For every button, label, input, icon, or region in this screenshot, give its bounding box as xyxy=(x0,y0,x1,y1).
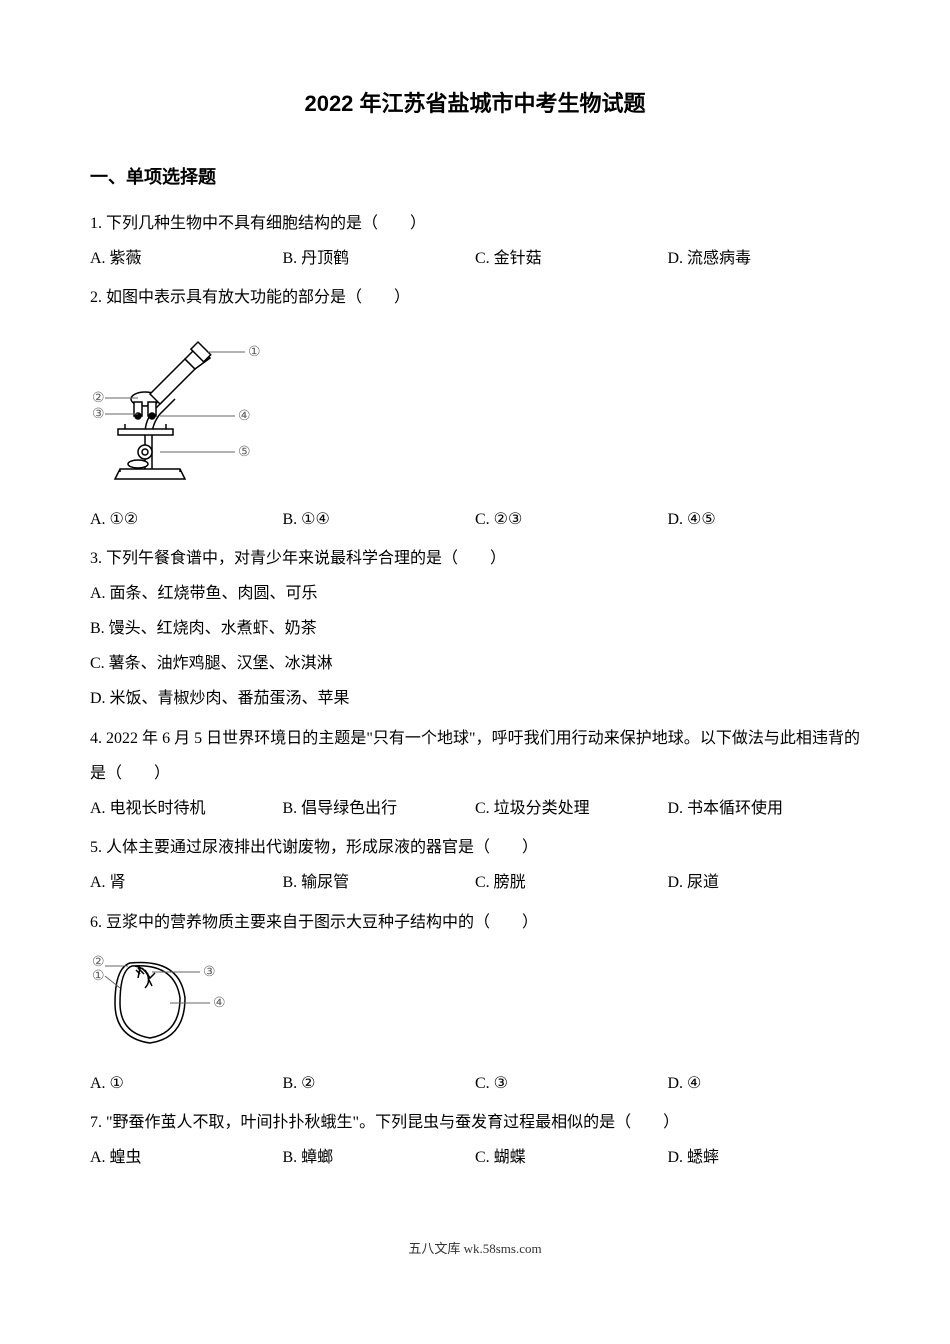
q3-option-b: B. 馒头、红烧肉、水煮虾、奶茶 xyxy=(90,611,860,646)
page-title: 2022 年江苏省盐城市中考生物试题 xyxy=(90,80,860,128)
q5-option-a: A. 肾 xyxy=(90,865,283,900)
q5-option-b: B. 输尿管 xyxy=(283,865,476,900)
q4-option-b: B. 倡导绿色出行 xyxy=(283,791,476,826)
seed-label-1: ① xyxy=(92,969,105,984)
question-7-options: A. 蝗虫 B. 蟑螂 C. 蝴蝶 D. 蟋蟀 xyxy=(90,1140,860,1175)
q1-option-d: D. 流感病毒 xyxy=(668,241,861,276)
label-3: ③ xyxy=(92,407,105,422)
question-3-text: 3. 下列午餐食谱中，对青少年来说最科学合理的是（ ） xyxy=(90,541,860,576)
question-3-options: A. 面条、红烧带鱼、肉圆、可乐 B. 馒头、红烧肉、水煮虾、奶茶 C. 薯条、… xyxy=(90,576,860,717)
question-6-text: 6. 豆浆中的营养物质主要来自于图示大豆种子结构中的（ ） xyxy=(90,905,860,940)
q3-option-a: A. 面条、红烧带鱼、肉圆、可乐 xyxy=(90,576,860,611)
q2-option-b: B. ①④ xyxy=(283,502,476,537)
q2-option-a: A. ①② xyxy=(90,502,283,537)
seed-figure: ① ② ③ ④ xyxy=(90,948,860,1058)
q6-option-c: C. ③ xyxy=(475,1066,668,1101)
question-2-text: 2. 如图中表示具有放大功能的部分是（ ） xyxy=(90,280,860,315)
section-header: 一、单项选择题 xyxy=(90,158,860,198)
question-4-text: 4. 2022 年 6 月 5 日世界环境日的主题是"只有一个地球"，呼吁我们用… xyxy=(90,721,860,791)
q1-option-b: B. 丹顶鹤 xyxy=(283,241,476,276)
question-1-options: A. 紫薇 B. 丹顶鹤 C. 金针菇 D. 流感病毒 xyxy=(90,241,860,276)
q4-option-d: D. 书本循环使用 xyxy=(668,791,861,826)
q5-option-d: D. 尿道 xyxy=(668,865,861,900)
question-6: 6. 豆浆中的营养物质主要来自于图示大豆种子结构中的（ ） xyxy=(90,905,860,1101)
q2-option-c: C. ②③ xyxy=(475,502,668,537)
question-6-options: A. ① B. ② C. ③ D. ④ xyxy=(90,1066,860,1101)
question-2: 2. 如图中表示具有放大功能的部分是（ ） xyxy=(90,280,860,536)
q7-option-d: D. 蟋蟀 xyxy=(668,1140,861,1175)
q4-option-c: C. 垃圾分类处理 xyxy=(475,791,668,826)
q4-option-a: A. 电视长时待机 xyxy=(90,791,283,826)
page-footer: 五八文库 wk.58sms.com xyxy=(90,1235,860,1264)
label-2: ② xyxy=(92,391,105,406)
question-2-options: A. ①② B. ①④ C. ②③ D. ④⑤ xyxy=(90,502,860,537)
q3-option-c: C. 薯条、油炸鸡腿、汉堡、冰淇淋 xyxy=(90,646,860,681)
q3-option-d: D. 米饭、青椒炒肉、番茄蛋汤、苹果 xyxy=(90,681,860,716)
q6-option-a: A. ① xyxy=(90,1066,283,1101)
question-4: 4. 2022 年 6 月 5 日世界环境日的主题是"只有一个地球"，呼吁我们用… xyxy=(90,721,860,827)
label-1: ① xyxy=(248,345,261,360)
q7-option-a: A. 蝗虫 xyxy=(90,1140,283,1175)
q2-option-d: D. ④⑤ xyxy=(668,502,861,537)
question-7-text: 7. "野蚕作茧人不取，叶间扑扑秋蛾生"。下列昆虫与蚕发育过程最相似的是（ ） xyxy=(90,1105,860,1140)
q1-option-a: A. 紫薇 xyxy=(90,241,283,276)
question-7: 7. "野蚕作茧人不取，叶间扑扑秋蛾生"。下列昆虫与蚕发育过程最相似的是（ ） … xyxy=(90,1105,860,1175)
q6-option-b: B. ② xyxy=(283,1066,476,1101)
question-3: 3. 下列午餐食谱中，对青少年来说最科学合理的是（ ） A. 面条、红烧带鱼、肉… xyxy=(90,541,860,717)
q1-option-c: C. 金针菇 xyxy=(475,241,668,276)
seed-label-2: ② xyxy=(92,955,105,970)
question-5-text: 5. 人体主要通过尿液排出代谢废物，形成尿液的器官是（ ） xyxy=(90,830,860,865)
seed-label-4: ④ xyxy=(213,996,226,1011)
label-4: ④ xyxy=(238,409,251,424)
question-1: 1. 下列几种生物中不具有细胞结构的是（ ） A. 紫薇 B. 丹顶鹤 C. 金… xyxy=(90,206,860,276)
label-5: ⑤ xyxy=(238,445,251,460)
question-4-options: A. 电视长时待机 B. 倡导绿色出行 C. 垃圾分类处理 D. 书本循环使用 xyxy=(90,791,860,826)
q6-option-d: D. ④ xyxy=(668,1066,861,1101)
q7-option-b: B. 蟑螂 xyxy=(283,1140,476,1175)
microscope-figure: ① ② ③ ④ ⑤ xyxy=(90,324,860,494)
q7-option-c: C. 蝴蝶 xyxy=(475,1140,668,1175)
question-5: 5. 人体主要通过尿液排出代谢废物，形成尿液的器官是（ ） A. 肾 B. 输尿… xyxy=(90,830,860,900)
seed-label-3: ③ xyxy=(203,965,216,980)
question-1-text: 1. 下列几种生物中不具有细胞结构的是（ ） xyxy=(90,206,860,241)
q5-option-c: C. 膀胱 xyxy=(475,865,668,900)
question-5-options: A. 肾 B. 输尿管 C. 膀胱 D. 尿道 xyxy=(90,865,860,900)
